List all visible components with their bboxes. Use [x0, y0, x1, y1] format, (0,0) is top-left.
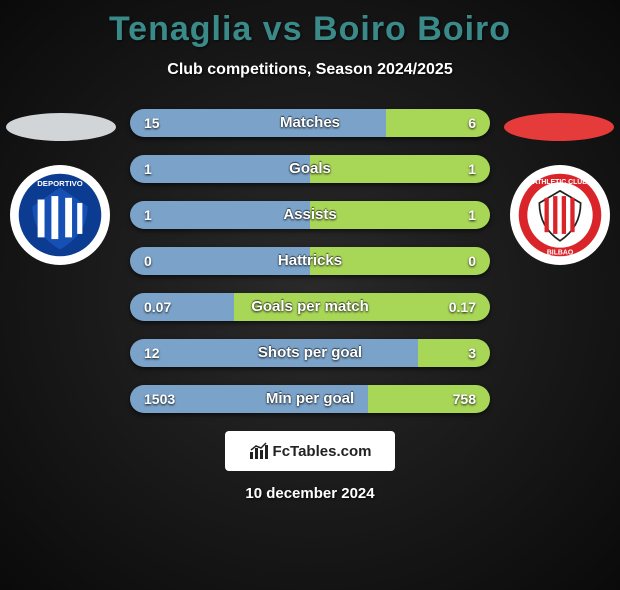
chart-icon: [249, 442, 269, 460]
alaves-crest-icon: DEPORTIVO: [17, 172, 103, 258]
stat-row: 156Matches: [130, 109, 490, 137]
svg-text:ATHLETIC CLUB: ATHLETIC CLUB: [533, 179, 588, 186]
svg-text:BILBAO: BILBAO: [547, 250, 574, 257]
athletic-crest-icon: ATHLETIC CLUB BILBAO: [517, 172, 603, 258]
stat-row: 11Assists: [130, 201, 490, 229]
stat-label: Shots per goal: [130, 339, 490, 367]
stat-row: 1503758Min per goal: [130, 385, 490, 413]
team-right-ellipse: [504, 113, 614, 141]
stat-row: 11Goals: [130, 155, 490, 183]
team-left-ellipse: [6, 113, 116, 141]
stat-row: 00Hattricks: [130, 247, 490, 275]
stat-row: 0.070.17Goals per match: [130, 293, 490, 321]
stat-label: Matches: [130, 109, 490, 137]
team-right-crest: ATHLETIC CLUB BILBAO: [510, 165, 610, 265]
stat-label: Min per goal: [130, 385, 490, 413]
comparison-container: DEPORTIVO ATHLETIC CLUB BILBAO 156Matche…: [0, 109, 620, 413]
stat-label: Goals per match: [130, 293, 490, 321]
stat-bars: 156Matches 11Goals 11Assists 00Hattricks 0.0…: [130, 109, 490, 413]
page-title: Tenaglia vs Boiro Boiro: [0, 10, 620, 49]
svg-text:DEPORTIVO: DEPORTIVO: [37, 179, 83, 188]
stat-label: Goals: [130, 155, 490, 183]
stat-row: 123Shots per goal: [130, 339, 490, 367]
team-left-crest: DEPORTIVO: [10, 165, 110, 265]
page-subtitle: Club competitions, Season 2024/2025: [0, 61, 620, 79]
stat-label: Hattricks: [130, 247, 490, 275]
footer-date: 10 december 2024: [0, 485, 620, 502]
brand-text: FcTables.com: [273, 443, 372, 460]
stat-label: Assists: [130, 201, 490, 229]
brand-logo[interactable]: FcTables.com: [225, 431, 395, 471]
